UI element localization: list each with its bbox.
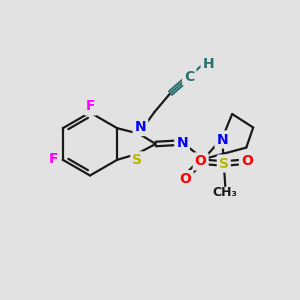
Text: H: H bbox=[203, 57, 214, 71]
Text: N: N bbox=[217, 133, 228, 146]
Text: N: N bbox=[176, 136, 188, 149]
Text: C: C bbox=[184, 70, 194, 84]
Text: F: F bbox=[48, 152, 58, 166]
Text: O: O bbox=[241, 154, 253, 168]
Text: S: S bbox=[132, 153, 142, 167]
Text: F: F bbox=[86, 100, 95, 113]
Text: CH₃: CH₃ bbox=[213, 186, 238, 199]
Text: S: S bbox=[219, 157, 229, 170]
Text: O: O bbox=[180, 172, 192, 186]
Text: O: O bbox=[195, 154, 207, 168]
Text: N: N bbox=[135, 120, 146, 134]
